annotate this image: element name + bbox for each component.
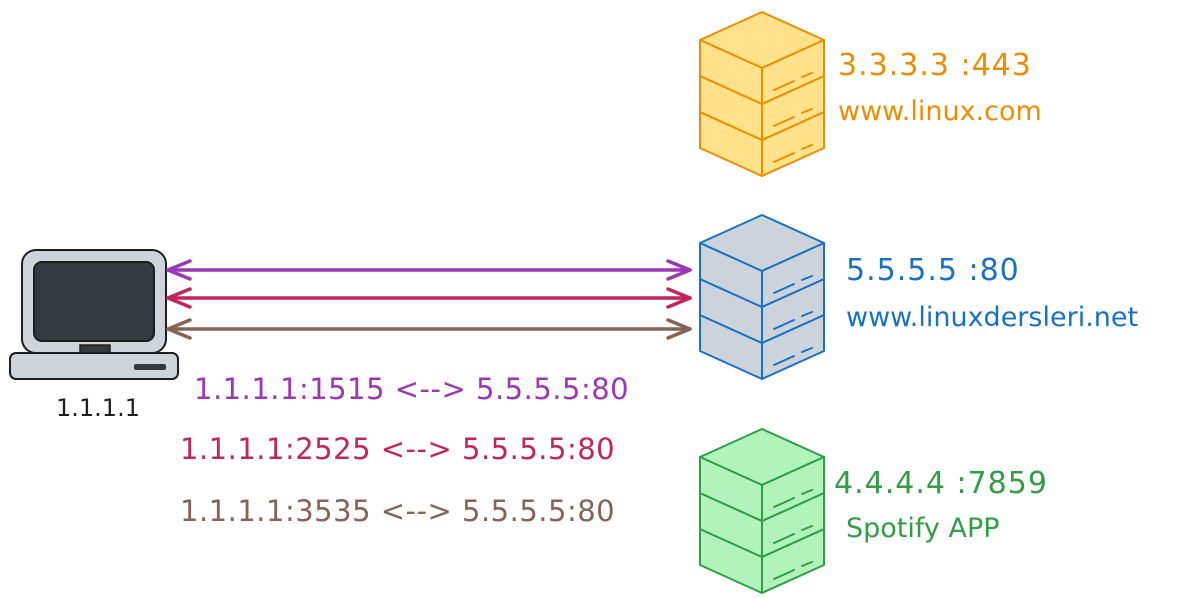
server-linuxdersleri-name: www.linuxdersleri.net xyxy=(846,302,1139,333)
computer-icon xyxy=(9,249,179,380)
connection-arrow-1 xyxy=(166,259,692,281)
connection-label-1: 1.1.1.1:1515 <--> 5.5.5.5:80 xyxy=(194,372,630,406)
server-spotify-ip: 4.4.4.4 :7859 xyxy=(834,466,1048,501)
server-spotify-icon xyxy=(699,428,825,594)
server-linux-ip: 3.3.3.3 :443 xyxy=(838,48,1032,83)
connection-arrow-2 xyxy=(166,287,692,309)
server-spotify-name: Spotify APP xyxy=(846,513,1000,544)
connection-label-3: 1.1.1.1:3535 <--> 5.5.5.5:80 xyxy=(180,494,616,528)
server-linux-name: www.linux.com xyxy=(838,96,1042,127)
server-linuxdersleri-ip: 5.5.5.5 :80 xyxy=(846,253,1020,288)
connection-label-2: 1.1.1.1:2525 <--> 5.5.5.5:80 xyxy=(180,432,616,466)
server-linuxdersleri-icon xyxy=(699,214,825,380)
connection-arrow-3 xyxy=(166,318,692,340)
client-ip-label: 1.1.1.1 xyxy=(56,394,140,422)
server-linux-icon xyxy=(699,11,825,177)
